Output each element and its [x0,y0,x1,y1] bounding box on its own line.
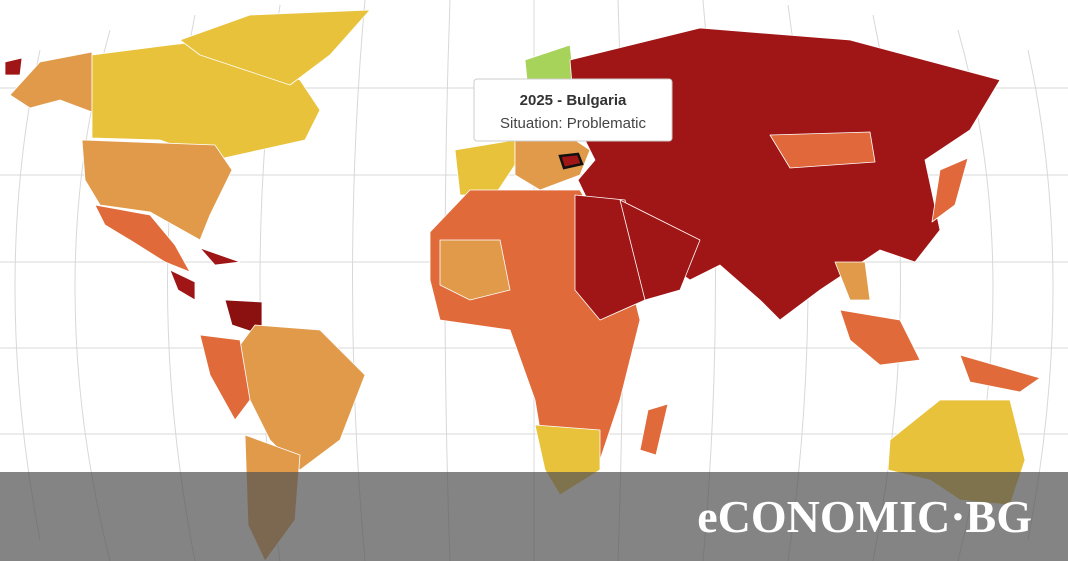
bulgaria[interactable] [558,152,584,170]
country [4,57,23,76]
countries [4,9,1041,561]
west-africa [439,239,511,301]
tooltip: 2025 - Bulgaria Situation: Problematic [473,78,673,142]
tooltip-subtitle: Situation: Problematic [500,115,646,132]
greenland [179,9,371,86]
logo: eCONOMIC·BG [697,491,1032,542]
central-america [169,247,241,301]
southeast-asia [834,261,871,301]
tooltip-box [473,78,673,142]
usa [81,139,233,241]
mongolia [769,131,876,169]
arabia [619,199,701,301]
indonesia [839,309,1041,393]
tooltip-title: 2025 - Bulgaria [520,92,627,109]
peru [199,334,251,421]
mexico [94,204,191,273]
footer-band [0,472,1068,561]
japan [931,157,969,223]
western-europe [454,139,516,196]
madagascar [639,403,669,456]
